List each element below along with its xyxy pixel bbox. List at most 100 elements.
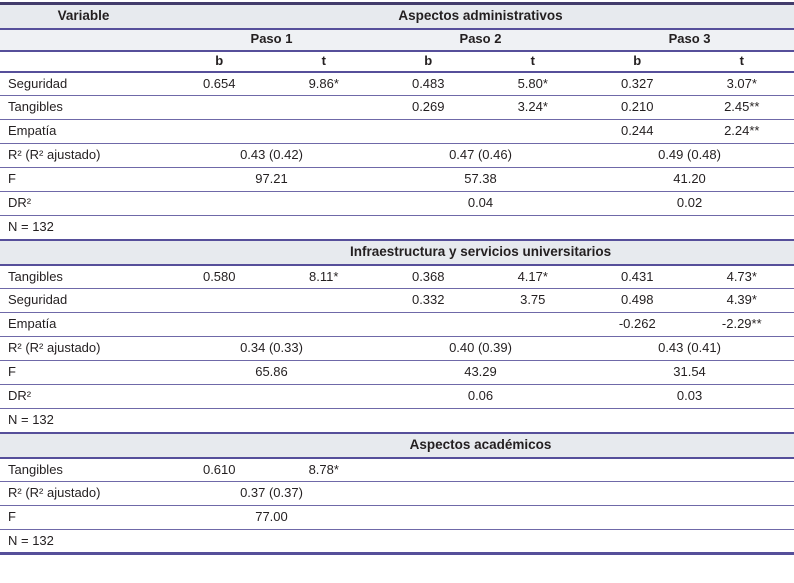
table-row-statistic: DR² 0.04 0.02 bbox=[0, 191, 794, 216]
empty-cell bbox=[0, 28, 167, 52]
table-row: Tangibles 0.610 8.78* bbox=[0, 457, 794, 482]
cell-value bbox=[167, 288, 272, 313]
results-table: Variable Aspectos administrativos Paso 1… bbox=[0, 2, 794, 555]
row-label: Tangibles bbox=[0, 264, 167, 289]
row-label: DR² bbox=[0, 191, 167, 216]
table-row-n: N = 132 bbox=[0, 529, 794, 555]
empty-cell bbox=[0, 239, 167, 266]
cell-value bbox=[376, 312, 481, 337]
cell-value bbox=[167, 95, 272, 120]
cell-value: 0.483 bbox=[376, 71, 481, 96]
cell-value: 0.06 bbox=[376, 384, 585, 409]
table-row: Seguridad 0.654 9.86* 0.483 5.80* 0.327 3.07* bbox=[0, 71, 794, 96]
col-header-b: b bbox=[167, 50, 272, 73]
cell-value: 3.24* bbox=[480, 95, 585, 120]
table-row-statistic: F 65.86 43.29 31.54 bbox=[0, 360, 794, 385]
cell-value bbox=[271, 95, 376, 120]
cell-value: 4.17* bbox=[480, 264, 585, 289]
cell-value: 0.02 bbox=[585, 191, 794, 216]
cell-value: 3.07* bbox=[689, 71, 794, 96]
cell-value bbox=[585, 457, 690, 482]
section-header-row: Aspectos académicos bbox=[0, 432, 794, 459]
col-header-b: b bbox=[585, 50, 690, 73]
row-label: F bbox=[0, 360, 167, 385]
section-header-row: Infraestructura y servicios universitari… bbox=[0, 239, 794, 266]
cell-value: 0.43 (0.41) bbox=[585, 336, 794, 361]
cell-value bbox=[271, 312, 376, 337]
cell-value: 77.00 bbox=[167, 505, 376, 530]
paso-2-header: Paso 2 bbox=[376, 28, 585, 52]
cell-value bbox=[585, 505, 794, 530]
row-label: F bbox=[0, 505, 167, 530]
table-row-statistic: F 77.00 bbox=[0, 505, 794, 530]
cell-value bbox=[167, 312, 272, 337]
cell-value: 4.73* bbox=[689, 264, 794, 289]
variable-header: Variable bbox=[0, 3, 167, 30]
cell-value: 0.269 bbox=[376, 95, 481, 120]
section-title: Aspectos académicos bbox=[167, 432, 794, 459]
n-label: N = 132 bbox=[0, 529, 794, 555]
table-row-statistic: F 97.21 57.38 41.20 bbox=[0, 167, 794, 192]
table-row: Tangibles 0.269 3.24* 0.210 2.45** bbox=[0, 95, 794, 120]
cell-value bbox=[271, 119, 376, 144]
cell-value bbox=[376, 481, 585, 506]
col-header-t: t bbox=[271, 50, 376, 73]
section-title-aspectos-administrativos: Aspectos administrativos bbox=[167, 3, 794, 30]
cell-value: 3.75 bbox=[480, 288, 585, 313]
paso-header-row: Paso 1 Paso 2 Paso 3 bbox=[0, 28, 794, 52]
cell-value: 5.80* bbox=[480, 71, 585, 96]
cell-value: 0.47 (0.46) bbox=[376, 143, 585, 168]
cell-value: 0.43 (0.42) bbox=[167, 143, 376, 168]
cell-value bbox=[585, 481, 794, 506]
cell-value: 0.332 bbox=[376, 288, 481, 313]
table-row: Empatía 0.244 2.24** bbox=[0, 119, 794, 144]
cell-value bbox=[480, 312, 585, 337]
cell-value: 0.37 (0.37) bbox=[167, 481, 376, 506]
cell-value bbox=[167, 119, 272, 144]
cell-value: 0.580 bbox=[167, 264, 272, 289]
table-row-statistic: R² (R² ajustado) 0.37 (0.37) bbox=[0, 481, 794, 506]
cell-value: 65.86 bbox=[167, 360, 376, 385]
empty-cell bbox=[0, 50, 167, 73]
cell-value: 0.431 bbox=[585, 264, 690, 289]
cell-value: 0.03 bbox=[585, 384, 794, 409]
cell-value: 0.210 bbox=[585, 95, 690, 120]
cell-value bbox=[376, 505, 585, 530]
cell-value: 2.45** bbox=[689, 95, 794, 120]
cell-value: 0.04 bbox=[376, 191, 585, 216]
cell-value bbox=[376, 457, 481, 482]
cell-value: 0.49 (0.48) bbox=[585, 143, 794, 168]
cell-value bbox=[167, 191, 376, 216]
section-title: Infraestructura y servicios universitari… bbox=[167, 239, 794, 266]
col-header-t: t bbox=[689, 50, 794, 73]
table-row-statistic: DR² 0.06 0.03 bbox=[0, 384, 794, 409]
cell-value: 4.39* bbox=[689, 288, 794, 313]
bt-header-row: b t b t b t bbox=[0, 50, 794, 73]
col-header-t: t bbox=[480, 50, 585, 73]
row-label: Empatía bbox=[0, 312, 167, 337]
paso-1-header: Paso 1 bbox=[167, 28, 376, 52]
cell-value bbox=[480, 119, 585, 144]
row-label: DR² bbox=[0, 384, 167, 409]
table-row-statistic: R² (R² ajustado) 0.43 (0.42) 0.47 (0.46) 0.… bbox=[0, 143, 794, 168]
table-row: Tangibles 0.580 8.11* 0.368 4.17* 0.431 4.73* bbox=[0, 264, 794, 289]
cell-value: 0.34 (0.33) bbox=[167, 336, 376, 361]
row-label: F bbox=[0, 167, 167, 192]
row-label: R² (R² ajustado) bbox=[0, 336, 167, 361]
row-label: Tangibles bbox=[0, 95, 167, 120]
table-header-row: Variable Aspectos administrativos bbox=[0, 3, 794, 30]
col-header-b: b bbox=[376, 50, 481, 73]
row-label: Tangibles bbox=[0, 457, 167, 482]
cell-value: 97.21 bbox=[167, 167, 376, 192]
cell-value: 0.368 bbox=[376, 264, 481, 289]
cell-value: 9.86* bbox=[271, 71, 376, 96]
n-label: N = 132 bbox=[0, 215, 794, 241]
table-row-n: N = 132 bbox=[0, 408, 794, 434]
cell-value: 0.244 bbox=[585, 119, 690, 144]
cell-value: 0.654 bbox=[167, 71, 272, 96]
cell-value bbox=[376, 119, 481, 144]
cell-value bbox=[689, 457, 794, 482]
empty-cell bbox=[0, 432, 167, 459]
row-label: R² (R² ajustado) bbox=[0, 143, 167, 168]
